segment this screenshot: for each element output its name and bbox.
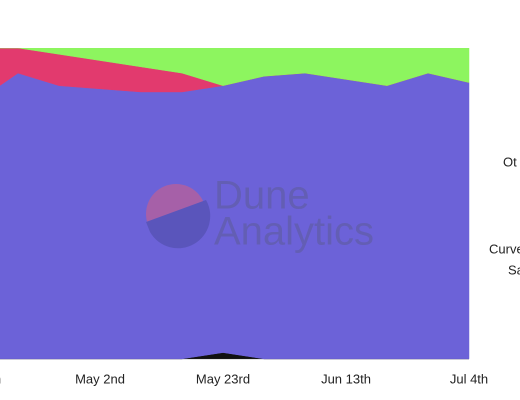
watermark-text: Dune xyxy=(214,174,310,218)
legend-label: Ot xyxy=(503,154,517,169)
watermark xyxy=(146,184,211,249)
legend-label: Curve xyxy=(489,241,520,256)
x-tick-label: Apr 11th xyxy=(0,371,1,386)
area xyxy=(0,48,470,86)
area xyxy=(0,358,470,362)
x-tick-label: May 2nd xyxy=(75,371,125,386)
plot-area xyxy=(0,48,470,362)
x-tick-label: Jul 4th xyxy=(450,371,488,386)
x-tick-label: Jun 13th xyxy=(321,371,371,386)
watermark-text: Analytics xyxy=(214,210,374,254)
x-tick-label: May 23rd xyxy=(196,371,250,386)
legend-label: Sa xyxy=(508,262,520,277)
watermark-logo xyxy=(146,200,211,249)
